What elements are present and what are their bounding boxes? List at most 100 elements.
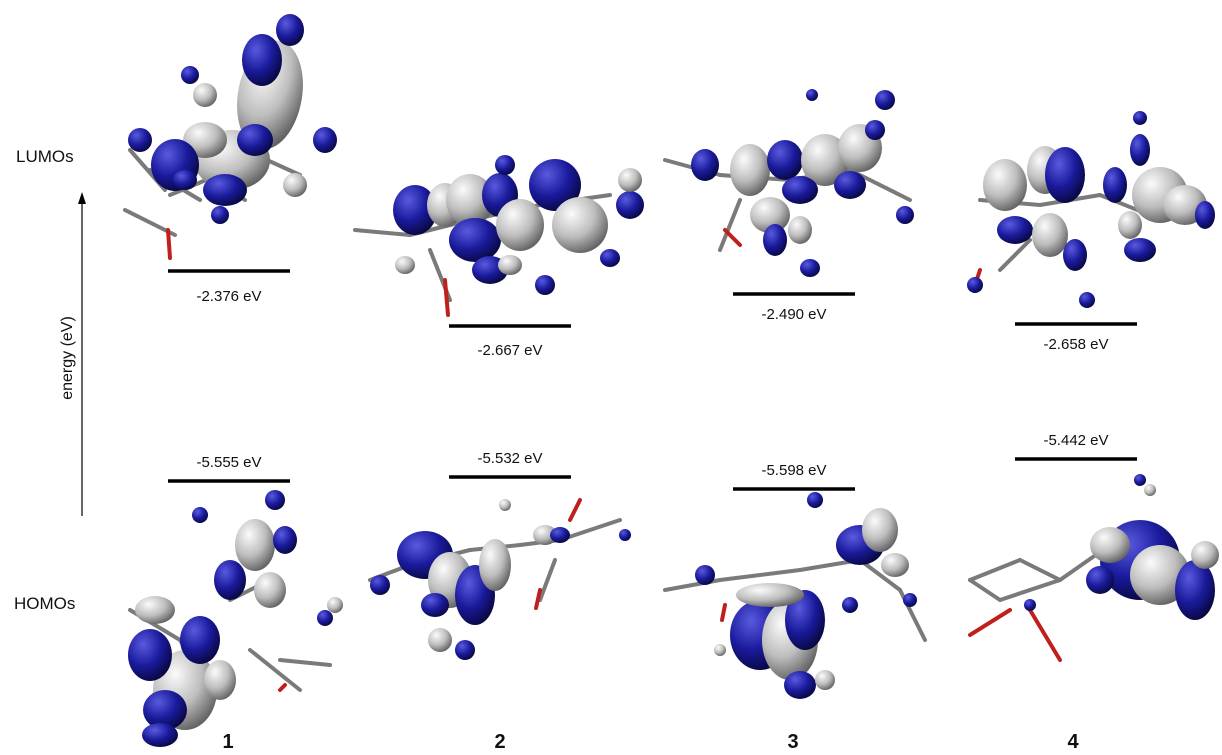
bond-stick [718,198,742,252]
lumo-orbital-4 [967,111,1215,308]
bond-stick [568,498,582,522]
bond-stick [278,683,287,692]
positive-lobe [214,560,246,600]
positive-lobe [967,277,983,293]
negative-lobe [498,255,522,275]
homo-energy-label: -5.598 eV [761,462,826,479]
bond-stick [534,588,542,610]
negative-lobe [552,197,608,253]
lumo-energy-label: -2.658 eV [1043,336,1108,353]
bond-stick [558,518,622,542]
positive-lobe [695,565,715,585]
bond-stick [998,578,1062,602]
positive-lobe [143,690,187,730]
bond-stick [538,558,557,602]
lumo-energy-label: -2.376 eV [196,288,261,305]
positive-lobe [807,492,823,508]
positive-lobe [1134,474,1146,486]
bond-stick [998,238,1032,272]
positive-lobe [313,127,337,153]
orbital-isosurfaces [123,14,1219,747]
positive-lobe [806,89,818,101]
positive-lobe [276,14,304,46]
negative-lobe [446,174,494,226]
negative-lobe [499,499,511,511]
positive-lobe [842,597,858,613]
energy-axis: energy (eV) [59,192,86,516]
positive-lobe [421,593,449,617]
positive-lobe [142,723,178,747]
positive-lobe [784,671,816,699]
bond-stick [166,228,172,260]
compound-number: 4 [1067,731,1079,753]
negative-lobe [618,168,642,192]
bond-stick [968,578,1002,602]
negative-lobe [479,539,511,591]
positive-lobe [600,249,620,267]
positive-lobe [1024,599,1036,611]
bond-stick [723,228,742,247]
negative-lobe [533,525,557,545]
positive-lobe [1133,111,1147,125]
positive-lobe [265,490,285,510]
positive-lobe [800,259,820,277]
positive-lobe [1175,560,1215,620]
positive-lobe [1079,292,1095,308]
negative-lobe [193,83,217,107]
lumo-orbital-1 [123,14,337,260]
positive-lobe [237,124,273,156]
compound-number: 3 [787,731,798,753]
energy-levels: -2.376 eV -5.555 eV 1 -2.667 eV -5.532 eV 2 -2… [168,269,1137,753]
lumo-energy-label: -2.667 eV [477,342,542,359]
negative-lobe [815,670,835,690]
positive-lobe [370,575,390,595]
positive-lobe [455,640,475,660]
positive-lobe [865,120,885,140]
negative-lobe [254,572,286,608]
positive-lobe [180,616,220,664]
positive-lobe [393,185,437,235]
homo-row-label: HOMOs [14,594,75,613]
compound-number: 1 [222,731,233,753]
bond-stick [718,568,802,582]
positive-lobe [763,224,787,256]
homo-energy-label: -5.555 eV [196,454,261,471]
positive-lobe [1086,566,1114,594]
positive-lobe [767,140,803,180]
negative-lobe [183,122,227,158]
bond-stick [968,558,1022,582]
negative-lobe [327,597,343,613]
bond-stick [248,648,302,692]
negative-lobe [496,199,544,251]
bond-stick [968,608,1012,637]
negative-lobe [204,660,236,700]
positive-lobe [691,149,719,181]
positive-lobe [242,34,282,86]
homo-orbital-1 [128,490,343,747]
lumo-orbital-2 [353,155,644,317]
positive-lobe [834,171,866,199]
negative-lobe [750,197,790,233]
bond-stick [1018,558,1062,582]
negative-lobe [395,256,415,274]
negative-lobe [714,644,726,656]
positive-lobe [449,218,501,262]
homo-orbital-4 [968,474,1219,662]
positive-lobe [128,128,152,152]
bond-stick [353,228,412,237]
positive-lobe [1103,167,1127,203]
positive-lobe [181,66,199,84]
energy-axis-label: energy (eV) [59,316,76,400]
negative-lobe [1191,541,1219,569]
homo-orbital-2 [368,498,631,660]
positive-lobe [128,629,172,681]
positive-lobe [211,206,229,224]
positive-lobe [535,275,555,295]
negative-lobe [283,173,307,197]
homo-energy-label: -5.442 eV [1043,432,1108,449]
negative-lobe [730,144,770,196]
homo-orbital-3 [663,492,927,699]
negative-lobe [801,134,849,186]
positive-lobe [273,526,297,554]
